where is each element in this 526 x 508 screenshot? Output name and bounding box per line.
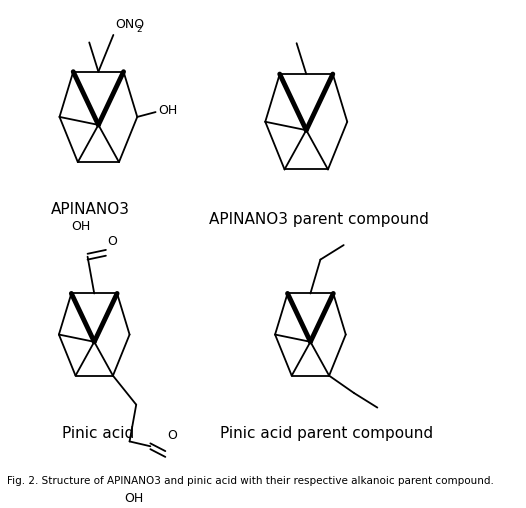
Text: OH: OH (124, 492, 144, 505)
Text: APINANO3: APINANO3 (50, 202, 129, 217)
Text: APINANO3 parent compound: APINANO3 parent compound (209, 211, 429, 227)
Text: 2: 2 (137, 25, 142, 34)
Text: OH: OH (158, 104, 177, 117)
Text: OH: OH (72, 219, 90, 233)
Text: O: O (107, 235, 117, 248)
Text: ONO: ONO (115, 18, 144, 31)
Text: Pinic acid: Pinic acid (62, 426, 135, 441)
Text: Fig. 2. Structure of APINANO3 and pinic acid with their respective alkanoic pare: Fig. 2. Structure of APINANO3 and pinic … (7, 477, 494, 486)
Text: O: O (167, 429, 177, 442)
Text: Pinic acid parent compound: Pinic acid parent compound (220, 426, 433, 441)
